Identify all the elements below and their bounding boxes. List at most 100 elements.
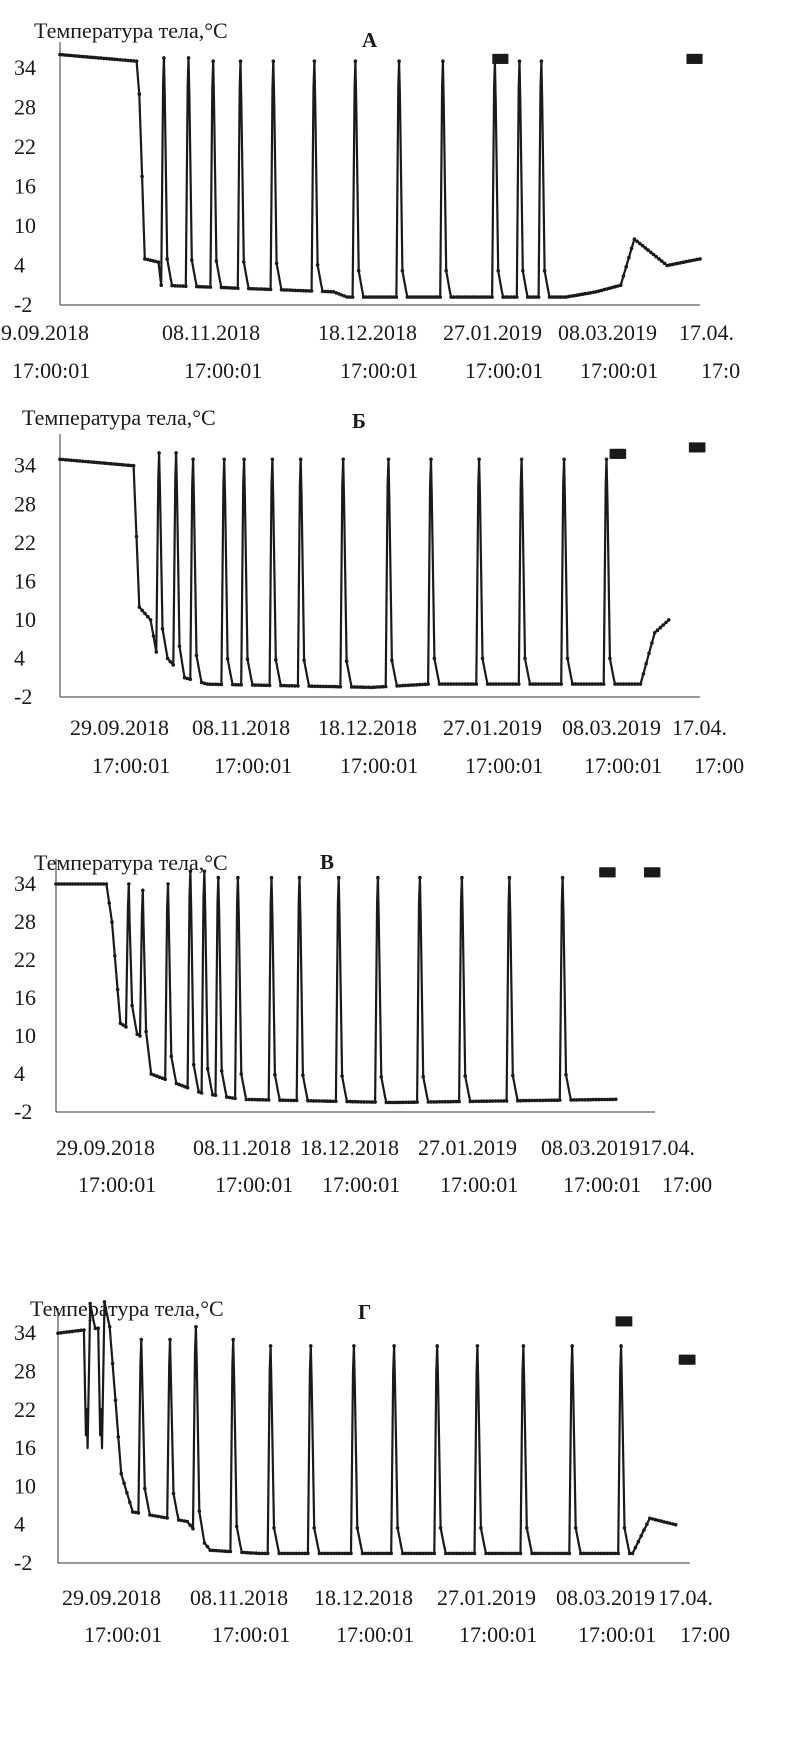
data-point	[627, 255, 631, 260]
data-point	[600, 1097, 604, 1102]
data-point-cluster	[623, 448, 627, 459]
data-point	[169, 1054, 174, 1059]
data-point	[500, 682, 504, 686]
data-point	[296, 288, 300, 293]
data-point	[100, 461, 105, 465]
data-point	[387, 1100, 391, 1105]
data-point	[516, 1098, 520, 1103]
data-point	[629, 246, 634, 251]
data-point	[337, 292, 341, 296]
data-point	[126, 58, 131, 63]
data-point	[599, 1551, 603, 1556]
data-point	[610, 285, 615, 290]
data-point	[594, 290, 598, 294]
data-point	[260, 287, 265, 291]
data-point	[118, 58, 122, 62]
data-point	[457, 1099, 461, 1104]
data-point	[602, 1097, 607, 1102]
data-point	[182, 1519, 187, 1523]
data-point	[236, 286, 240, 291]
data-point	[328, 1099, 333, 1103]
data-point	[521, 268, 525, 273]
data-point	[380, 295, 385, 299]
data-point	[188, 869, 193, 874]
data-point	[545, 682, 549, 686]
data-point	[107, 1325, 112, 1329]
data-point-cluster	[700, 442, 704, 453]
data-point	[66, 53, 70, 58]
data-point	[263, 287, 267, 292]
data-point	[681, 260, 686, 265]
data-point	[65, 882, 69, 886]
data-point	[479, 1526, 483, 1530]
data-point	[372, 295, 377, 299]
data-point	[96, 882, 100, 886]
x-tick-label: 17.04.	[672, 715, 727, 740]
data-point	[133, 1510, 138, 1515]
data-point-cluster	[612, 867, 616, 878]
data-point	[74, 54, 79, 58]
data-point	[260, 1551, 264, 1556]
data-point	[493, 1099, 498, 1103]
data-point	[115, 57, 120, 62]
data-point	[361, 685, 365, 689]
data-point	[104, 56, 109, 61]
data-point	[293, 684, 297, 688]
data-point	[421, 1074, 426, 1079]
data-point	[437, 1100, 442, 1104]
y-tick-label: 22	[14, 530, 36, 555]
data-point	[264, 1098, 268, 1102]
data-point	[556, 1551, 560, 1556]
y-tick-label: 22	[14, 947, 36, 972]
data-point	[340, 1074, 344, 1078]
data-point	[531, 295, 535, 299]
data-point	[530, 1551, 534, 1556]
data-point	[652, 631, 657, 635]
data-point	[416, 295, 421, 299]
data-point	[254, 1551, 258, 1555]
data-point	[69, 458, 74, 463]
data-point	[524, 1098, 528, 1103]
data-point	[429, 457, 433, 462]
data-point	[474, 682, 479, 686]
data-point	[605, 287, 609, 291]
x-tick-time-label: 17:00:01	[92, 753, 170, 778]
data-point	[602, 287, 607, 292]
data-point	[148, 258, 153, 263]
chart-title: А	[362, 28, 378, 52]
data-point	[57, 882, 61, 886]
data-point	[542, 682, 546, 686]
data-point	[213, 1093, 218, 1098]
data-point	[487, 1551, 491, 1556]
data-point	[247, 1097, 251, 1102]
data-point-cluster	[680, 1354, 684, 1365]
data-point	[153, 259, 158, 264]
data-point	[650, 641, 654, 645]
data-point	[375, 685, 380, 689]
x-tick-time-label: 17:00:01	[584, 753, 662, 778]
data-point	[155, 1074, 159, 1078]
chart-panel-b: Температура тела,°С Б 34 28 22 16 10 4 -2 29.09…	[0, 405, 789, 845]
x-tick-label: 08.03.2019	[558, 320, 657, 345]
data-point	[280, 1551, 284, 1556]
y-axis-label: Температура тела,°С	[22, 405, 216, 430]
data-point	[318, 684, 323, 689]
data-point	[127, 882, 131, 886]
data-point	[422, 295, 426, 299]
chart-plot: 34 28 22 16 10 4 -2 29.09.2018 17:00:01 08.11.201…	[14, 859, 712, 1197]
data-point	[461, 1551, 465, 1556]
data-point	[536, 682, 541, 686]
data-point	[468, 1099, 473, 1104]
data-point	[363, 1551, 368, 1556]
data-point	[257, 1551, 261, 1556]
data-point	[404, 1100, 408, 1105]
data-point	[389, 295, 393, 299]
data-point	[392, 1100, 397, 1105]
data-point	[630, 1551, 635, 1556]
data-point	[103, 461, 108, 465]
data-point	[75, 459, 79, 463]
data-point	[645, 1522, 649, 1526]
data-point	[601, 682, 606, 686]
data-point	[679, 260, 683, 265]
data-point	[435, 1344, 440, 1348]
